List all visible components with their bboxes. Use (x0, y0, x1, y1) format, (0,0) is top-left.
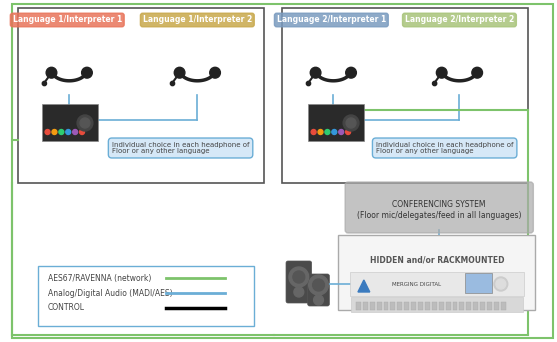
Circle shape (494, 277, 508, 291)
Circle shape (310, 67, 321, 78)
Circle shape (314, 295, 324, 305)
Circle shape (311, 130, 316, 134)
Text: Individual choice in each headphone of
Floor or any other language: Individual choice in each headphone of F… (376, 142, 514, 155)
Circle shape (318, 130, 323, 134)
Circle shape (293, 271, 305, 283)
Polygon shape (358, 280, 370, 292)
FancyBboxPatch shape (345, 182, 534, 233)
FancyBboxPatch shape (439, 302, 444, 310)
Circle shape (66, 130, 71, 134)
Text: AES67/RAVENNA (network): AES67/RAVENNA (network) (47, 274, 151, 282)
FancyBboxPatch shape (38, 266, 255, 326)
Circle shape (210, 67, 221, 78)
FancyBboxPatch shape (370, 302, 375, 310)
Text: CONFERENCING SYSTEM
(Floor mic/delegates/feed in all languages): CONFERENCING SYSTEM (Floor mic/delegates… (356, 200, 521, 220)
Circle shape (289, 267, 309, 287)
Circle shape (312, 279, 324, 291)
Circle shape (174, 67, 185, 78)
Text: Individual choice in each headphone of
Floor or any other language: Individual choice in each headphone of F… (112, 142, 250, 155)
Text: HIDDEN and/or RACKMOUNTED: HIDDEN and/or RACKMOUNTED (369, 255, 504, 264)
Circle shape (82, 67, 92, 78)
Circle shape (46, 67, 57, 78)
Circle shape (72, 130, 77, 134)
Circle shape (432, 81, 437, 86)
Circle shape (42, 81, 47, 86)
Text: Language 1/Interpreter 2: Language 1/Interpreter 2 (143, 15, 252, 25)
FancyBboxPatch shape (363, 302, 368, 310)
Circle shape (80, 118, 90, 128)
FancyBboxPatch shape (351, 297, 524, 312)
Circle shape (309, 275, 329, 295)
FancyBboxPatch shape (377, 302, 382, 310)
FancyBboxPatch shape (42, 104, 98, 141)
Circle shape (436, 67, 447, 78)
Circle shape (325, 130, 330, 134)
FancyBboxPatch shape (473, 302, 478, 310)
Circle shape (346, 130, 350, 134)
Text: Language 2/Interpreter 2: Language 2/Interpreter 2 (405, 15, 514, 25)
FancyBboxPatch shape (350, 272, 525, 296)
FancyBboxPatch shape (432, 302, 437, 310)
FancyBboxPatch shape (397, 302, 402, 310)
FancyBboxPatch shape (446, 302, 451, 310)
FancyBboxPatch shape (338, 235, 535, 310)
Circle shape (339, 130, 344, 134)
FancyBboxPatch shape (452, 302, 457, 310)
FancyBboxPatch shape (390, 302, 395, 310)
Circle shape (496, 279, 506, 289)
Circle shape (45, 130, 50, 134)
FancyBboxPatch shape (466, 302, 471, 310)
Text: MERGING DIGITAL: MERGING DIGITAL (393, 281, 442, 287)
Circle shape (52, 130, 57, 134)
Circle shape (332, 130, 337, 134)
FancyBboxPatch shape (425, 302, 430, 310)
FancyBboxPatch shape (404, 302, 409, 310)
FancyBboxPatch shape (307, 274, 329, 306)
FancyBboxPatch shape (487, 302, 492, 310)
Circle shape (59, 130, 64, 134)
Circle shape (77, 115, 93, 131)
FancyBboxPatch shape (418, 302, 423, 310)
Text: Language 2/Interpreter 1: Language 2/Interpreter 1 (277, 15, 386, 25)
Circle shape (170, 81, 175, 86)
FancyBboxPatch shape (480, 302, 485, 310)
Text: Analog/Digital Audio (MADI/AES): Analog/Digital Audio (MADI/AES) (47, 289, 172, 298)
FancyBboxPatch shape (501, 302, 506, 310)
FancyBboxPatch shape (460, 302, 465, 310)
Text: CONTROL: CONTROL (47, 303, 85, 313)
Circle shape (343, 115, 359, 131)
Circle shape (346, 67, 356, 78)
Circle shape (294, 287, 304, 297)
Text: Language 1/Interpreter 1: Language 1/Interpreter 1 (13, 15, 122, 25)
FancyBboxPatch shape (384, 302, 388, 310)
FancyBboxPatch shape (307, 104, 364, 141)
FancyBboxPatch shape (411, 302, 416, 310)
Circle shape (306, 81, 311, 86)
Circle shape (346, 118, 356, 128)
FancyBboxPatch shape (286, 261, 311, 303)
FancyBboxPatch shape (356, 302, 361, 310)
FancyBboxPatch shape (465, 273, 492, 293)
FancyBboxPatch shape (494, 302, 499, 310)
Circle shape (472, 67, 482, 78)
Circle shape (80, 130, 85, 134)
